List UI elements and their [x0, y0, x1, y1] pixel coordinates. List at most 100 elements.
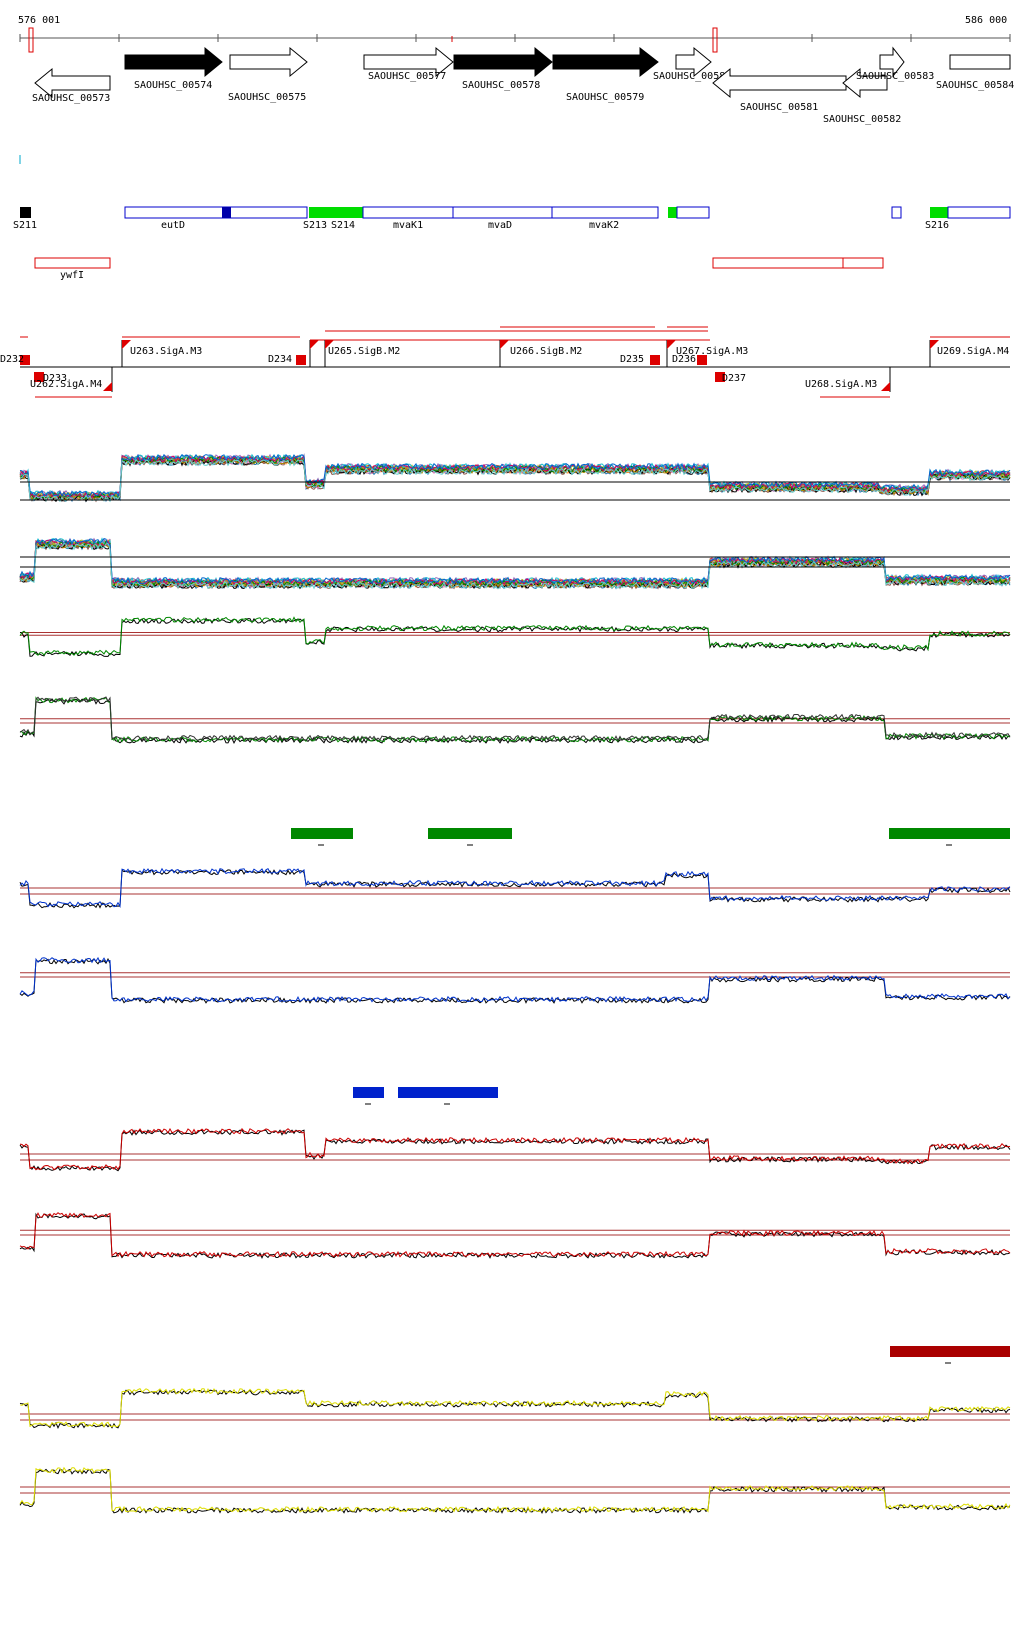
gene-track: SAOUHSC_00573 SAOUHSC_00574 SAOUHSC_0057… [32, 46, 1014, 125]
gene-label: SAOUHSC_00582 [823, 114, 901, 125]
expression-trace [19, 867, 1011, 909]
expression-trace [19, 869, 1011, 909]
expression-trace [19, 458, 1011, 503]
upshift-label: U263.SigA.M3 [130, 346, 202, 357]
gene-00584[interactable]: SAOUHSC_00584 [936, 54, 1014, 91]
expression-trace [19, 956, 1011, 1003]
gene-label: SAOUHSC_00579 [566, 92, 644, 103]
ruler-marker [712, 27, 718, 53]
gene-00582[interactable]: SAOUHSC_00582 [823, 67, 901, 125]
expression-trace [19, 1387, 1011, 1428]
downshift-label: D237 [722, 373, 746, 384]
upshift-mark[interactable] [310, 340, 319, 349]
upshift-label: U267.SigA.M3 [676, 346, 748, 357]
expression-trace [19, 539, 1011, 586]
downshift-label: D234 [268, 354, 292, 365]
expression-tracks [19, 453, 1011, 1514]
ruler-marker [28, 27, 34, 53]
expression-trace [19, 1212, 1011, 1258]
annotation-label: mvaD [488, 220, 512, 231]
segment-label: S216 [925, 220, 949, 231]
expression-trace [19, 696, 1011, 743]
annotation-ywfI[interactable] [34, 257, 111, 269]
gene-label: SAOUHSC_00578 [462, 80, 540, 91]
annotation-mvaD[interactable] [452, 206, 553, 219]
segment-track: S211 eutD S213 S214 mvaK1 mvaD mvaK2 S21… [13, 206, 1011, 281]
gene-00578[interactable]: SAOUHSC_00578 [453, 46, 553, 91]
expression-trace [19, 1212, 1011, 1260]
annotation-eutD[interactable] [124, 206, 308, 219]
blue-condition-track-2 [19, 956, 1011, 1004]
red-condition-track-2 [19, 1212, 1011, 1260]
condition-bar-green[interactable] [428, 828, 512, 839]
annotation-label: mvaK2 [589, 220, 619, 231]
upshift-label: U265.SigB.M2 [328, 346, 400, 357]
green-condition-track-1 [19, 616, 1011, 657]
gene-00579[interactable]: SAOUHSC_00579 [552, 46, 659, 103]
yellow-condition-track-1 [19, 1387, 1011, 1430]
upshift-mark[interactable] [667, 340, 676, 349]
gene-00575[interactable]: SAOUHSC_00575 [228, 46, 308, 103]
downshift-mark[interactable] [650, 355, 660, 365]
downshift-mark[interactable] [20, 355, 30, 365]
upshift-mark[interactable] [325, 340, 334, 349]
segment-block[interactable] [309, 207, 363, 218]
expression-trace [19, 1389, 1011, 1430]
gene-00583[interactable]: SAOUHSC_00583 [856, 46, 934, 82]
multi-condition-track-2 [19, 537, 1011, 590]
blue-condition-track-1 [19, 867, 1011, 909]
gene-label: SAOUHSC_00583 [856, 71, 934, 82]
gene-label: SAOUHSC_00584 [936, 80, 1014, 91]
gene-00573[interactable]: SAOUHSC_00573 [32, 67, 111, 104]
condition-bar-blue[interactable] [398, 1087, 498, 1098]
red-condition-track-1 [19, 1127, 1011, 1172]
condition-bars [291, 828, 1010, 1364]
downshift-label: D236 [672, 354, 696, 365]
annotation-mvaK1[interactable] [362, 206, 454, 219]
gene-00580[interactable]: SAOUHSC_00580 [653, 46, 731, 82]
condition-bar-darkred[interactable] [890, 1346, 1010, 1357]
annotation-mvaK2[interactable] [551, 206, 659, 219]
gene-label: SAOUHSC_00574 [134, 80, 212, 91]
condition-bar-blue[interactable] [353, 1087, 384, 1098]
coordinate-ruler: 576 001 586 000 [18, 15, 1011, 53]
expression-trace [19, 1129, 1011, 1172]
downshift-mark[interactable] [697, 355, 707, 365]
segment-block[interactable] [930, 207, 948, 218]
expression-trace [19, 1127, 1011, 1171]
gene-00577[interactable]: SAOUHSC_00577 [363, 46, 454, 82]
downshift-mark[interactable] [715, 372, 725, 382]
downshift-mark[interactable] [34, 372, 44, 382]
gene-label: SAOUHSC_00581 [740, 102, 818, 113]
segment-block[interactable] [20, 207, 31, 218]
upshift-mark[interactable] [103, 382, 112, 391]
annotation-label: ywfI [60, 270, 84, 281]
condition-bar-green[interactable] [889, 828, 1010, 839]
downshift-label: D233 [43, 373, 67, 384]
downshift-mark[interactable] [296, 355, 306, 365]
expression-trace [19, 698, 1011, 745]
ruler-start-label: 576 001 [18, 15, 60, 26]
gene-label: SAOUHSC_00577 [368, 71, 446, 82]
green-condition-track-2 [19, 696, 1011, 745]
upshift-mark[interactable] [930, 340, 939, 349]
gene-00574[interactable]: SAOUHSC_00574 [124, 46, 223, 91]
upshift-mark[interactable] [881, 382, 890, 391]
gene-label: SAOUHSC_00575 [228, 92, 306, 103]
transcription-shift-track: U263.SigA.M3 U265.SigB.M2 U266.SigB.M2 U… [0, 326, 1010, 398]
upshift-label: U268.SigA.M3 [805, 379, 877, 390]
expression-trace [19, 453, 1011, 498]
annotation-label: eutD [161, 220, 185, 231]
segment-label: S211 [13, 220, 37, 231]
expression-trace [19, 957, 1011, 1004]
downshift-label: D232 [0, 354, 24, 365]
gene-00581[interactable]: SAOUHSC_00581 [712, 67, 847, 113]
upshift-mark[interactable] [122, 340, 131, 349]
expression-trace [19, 537, 1011, 585]
condition-bar-green[interactable] [291, 828, 353, 839]
segment-block[interactable] [668, 207, 677, 218]
upshift-mark[interactable] [500, 340, 509, 349]
expression-trace [19, 616, 1011, 656]
